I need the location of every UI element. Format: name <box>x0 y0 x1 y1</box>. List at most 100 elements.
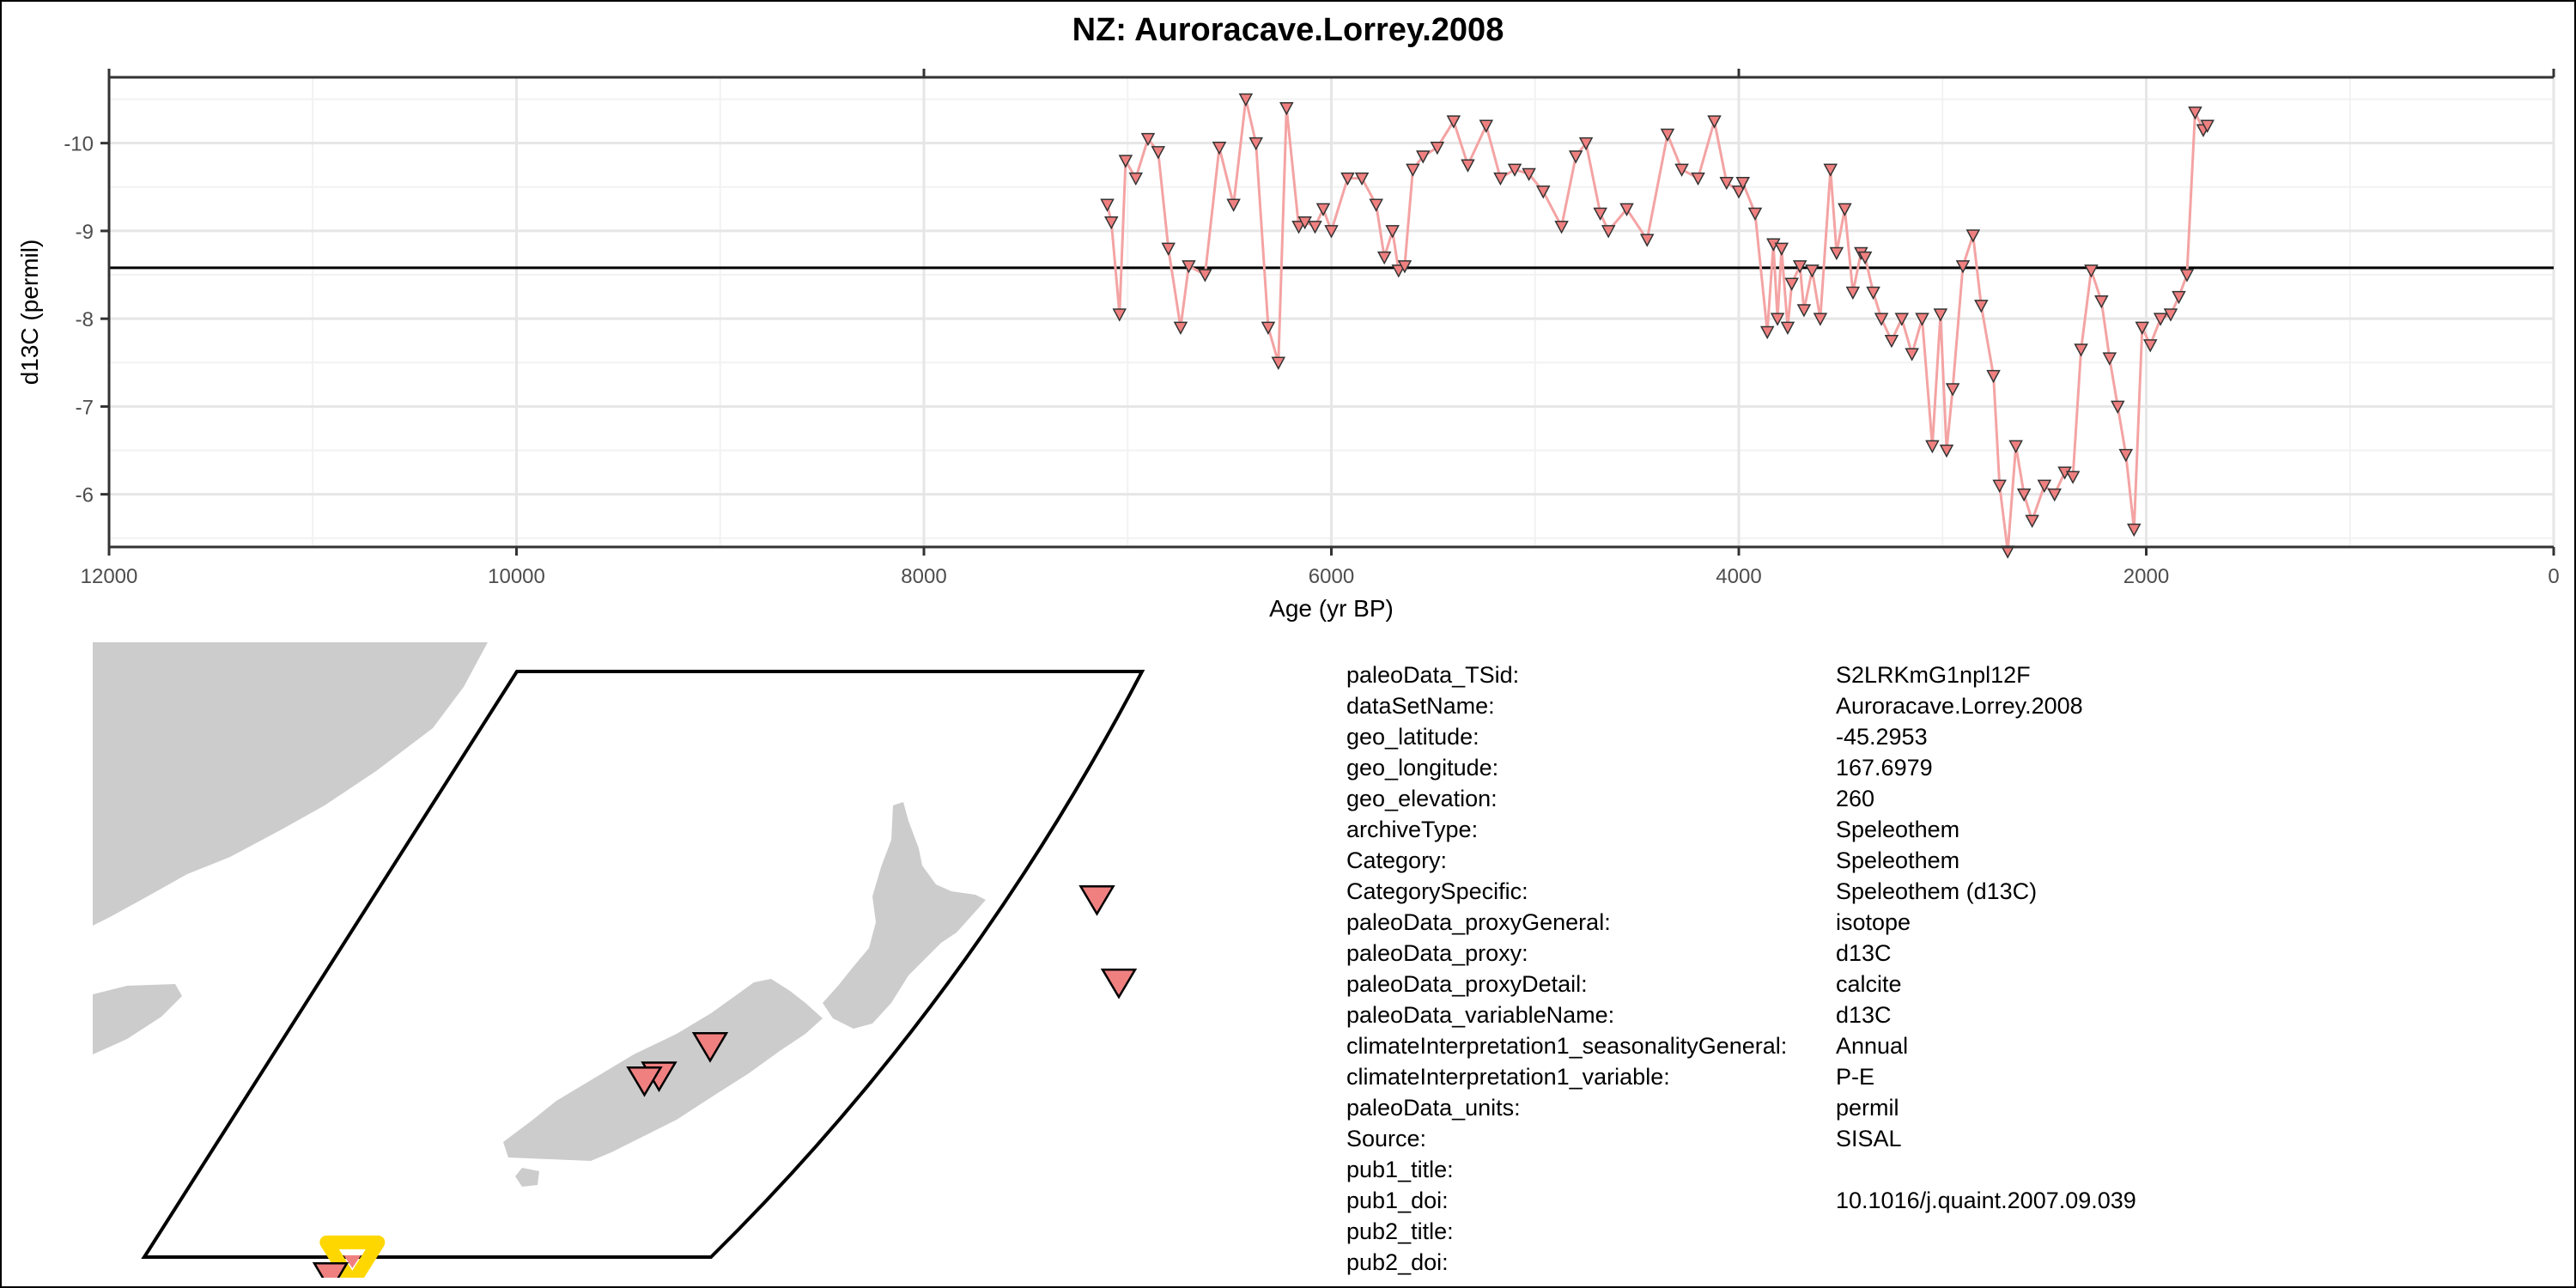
metadata-row: geo_longitude: 167.6979 <box>1346 752 2265 783</box>
data-point <box>2025 514 2039 528</box>
data-point <box>2047 488 2062 502</box>
data-point <box>1747 207 1763 222</box>
chart-title: NZ: Auroracave.Lorrey.2008 <box>1072 12 1504 48</box>
metadata-value: permil <box>1836 1095 1899 1121</box>
data-point <box>1986 369 2001 384</box>
metadata-key: pub2_doi: <box>1346 1249 1449 1275</box>
data-point <box>1792 260 1807 274</box>
data-point <box>1416 150 1431 164</box>
data-point <box>1965 229 1981 243</box>
data-point <box>1315 203 1331 216</box>
stewart-island-land <box>515 1168 539 1187</box>
x-tick-label: 10000 <box>488 565 545 588</box>
metadata-row: pub1_doi: 10.1016/j.quaint.2007.09.039 <box>1346 1185 2265 1216</box>
data-point <box>1774 242 1789 256</box>
north-island-land <box>823 802 986 1029</box>
d13c-chart: 12000 10000 8000 6000 4000 2000 0 -10 -9 -8 -7 -6 A… <box>16 69 2560 622</box>
data-point <box>2118 448 2134 463</box>
metadata-key: geo_latitude: <box>1346 724 1479 750</box>
metadata-row: CategorySpecific: Speleothem (d13C) <box>1346 876 2265 907</box>
metadata-row: paleoData_units: permil <box>1346 1092 2265 1123</box>
data-points <box>1100 93 2215 559</box>
data-point <box>1376 251 1392 265</box>
metadata-key: paleoData_proxy: <box>1346 940 1528 966</box>
data-point <box>1601 225 1616 239</box>
x-tick-label: 6000 <box>1309 565 1354 588</box>
highlight-site-center <box>343 1255 361 1268</box>
data-point <box>1639 234 1655 247</box>
x-tick-label: 4000 <box>1716 565 1761 588</box>
x-tick-label: 12000 <box>81 565 138 588</box>
metadata-key: paleoData_proxyDetail: <box>1346 971 1588 997</box>
data-point <box>1340 172 1355 186</box>
data-point <box>1104 216 1119 230</box>
data-point <box>1173 321 1188 335</box>
data-point <box>1939 444 1954 459</box>
metadata-row: pub2_title: <box>1346 1216 2265 1247</box>
metadata-value: calcite <box>1836 971 1902 997</box>
data-point <box>2179 269 2195 283</box>
data-point <box>1660 128 1675 143</box>
site-marker <box>1078 885 1115 916</box>
data-point <box>1461 159 1475 173</box>
data-point <box>1866 286 1880 301</box>
metadata-value: Annual <box>1836 1033 1909 1059</box>
metadata-value: Speleothem <box>1836 848 1960 873</box>
site-marker <box>1100 968 1138 999</box>
y-tick-label: -6 <box>76 484 94 507</box>
data-point <box>1838 203 1852 216</box>
data-point <box>1691 172 1705 186</box>
data-point <box>1894 313 1910 326</box>
data-point <box>1446 115 1461 129</box>
x-tick-label: 8000 <box>901 565 946 588</box>
y-tick-label: -10 <box>64 133 94 156</box>
data-point <box>2084 264 2099 278</box>
australia-land <box>93 642 488 926</box>
metadata-key: Source: <box>1346 1126 1427 1151</box>
metadata-row: pub2_doi: <box>1346 1247 2265 1278</box>
data-point <box>1759 325 1775 340</box>
data-point <box>1857 251 1873 265</box>
metadata-value: S2LRKmG1npl12F <box>1836 662 2031 688</box>
metadata-row: archiveType: Speleothem <box>1346 814 2265 845</box>
data-point <box>2111 400 2125 414</box>
data-point <box>1100 198 1115 212</box>
metadata-key: geo_elevation: <box>1346 786 1498 811</box>
data-point <box>2074 343 2088 357</box>
data-point <box>1297 216 1312 230</box>
metadata-row: paleoData_TSid: S2LRKmG1npl12F <box>1346 659 2265 690</box>
metadata-row: paleoData_proxyGeneral: isotope <box>1346 907 2265 938</box>
data-point <box>1198 269 1212 283</box>
data-point <box>2037 479 2052 494</box>
metadata-row: dataSetName: Auroracave.Lorrey.2008 <box>1346 690 2265 721</box>
metadata-key: paleoData_proxyGeneral: <box>1346 909 1611 935</box>
data-point <box>1915 313 1929 326</box>
metadata-key: climateInterpretation1_variable: <box>1346 1064 1670 1090</box>
data-point <box>2127 523 2142 538</box>
x-axis-label: Age (yr BP) <box>1269 595 1394 622</box>
data-point <box>1955 260 1971 274</box>
data-point <box>1354 172 1370 186</box>
data-point <box>2135 321 2150 335</box>
data-point <box>1271 356 1286 370</box>
data-point <box>1212 142 1227 155</box>
metadata-row: geo_elevation: 260 <box>1346 783 2265 814</box>
data-point <box>1784 277 1799 291</box>
data-point <box>1845 286 1861 301</box>
data-point <box>1249 137 1263 151</box>
data-point <box>1324 225 1339 239</box>
data-point <box>1707 115 1722 129</box>
data-point <box>1905 348 1919 361</box>
data-point <box>1391 264 1406 278</box>
metadata-row: geo_latitude: -45.2953 <box>1346 721 2265 752</box>
metadata-table: paleoData_TSid: S2LRKmG1npl12F dataSetName… <box>1346 659 2265 1278</box>
metadata-value: Speleothem <box>1836 817 1960 842</box>
metadata-row: climateInterpretation1_variable: P-E <box>1346 1061 2265 1092</box>
metadata-value: d13C <box>1836 940 1892 966</box>
metadata-value: Auroracave.Lorrey.2008 <box>1836 693 2083 719</box>
data-point <box>1369 198 1383 212</box>
data-point <box>1493 172 1508 186</box>
metadata-value: 260 <box>1836 786 1875 811</box>
data-point <box>1674 163 1689 177</box>
axes: 12000 10000 8000 6000 4000 2000 0 -10 -9 -8 -7 -6 <box>64 69 2560 588</box>
